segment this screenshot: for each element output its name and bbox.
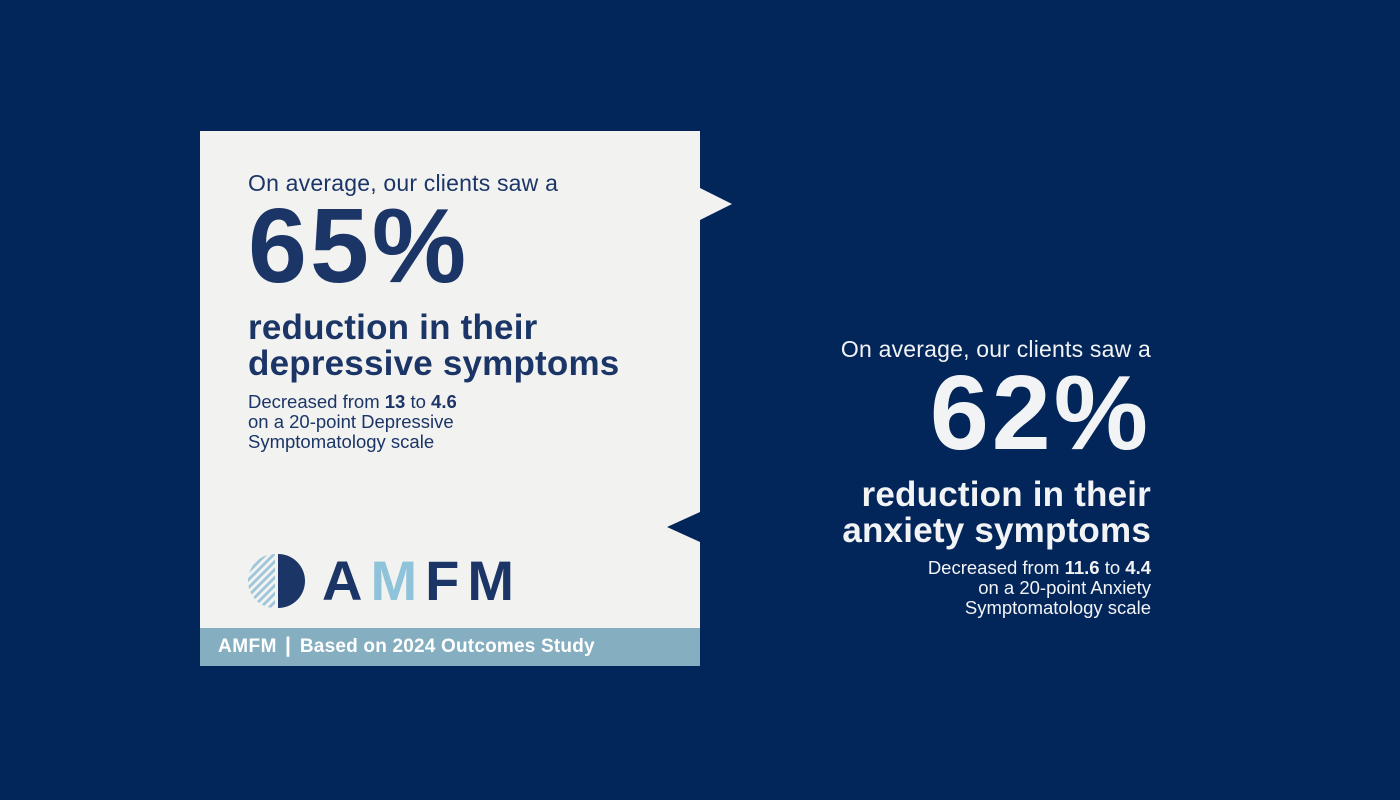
anxiety-detail: Decreased from 11.6 to 4.4 on a 20-point…	[928, 558, 1151, 618]
depression-headline-line2: depressive symptoms	[248, 344, 620, 383]
depression-detail-to-value: 4.6	[431, 391, 457, 412]
logo-letter-f: F	[425, 549, 468, 612]
depression-detail-line1: Decreased from 13 to 4.6	[248, 392, 457, 412]
logo-letter-m2: M	[467, 549, 522, 612]
depression-stat-card: On average, our clients saw a 65% reduct…	[200, 131, 700, 666]
depression-detail-connector: to	[405, 391, 432, 412]
anxiety-detail-to-value: 4.4	[1125, 557, 1151, 578]
depression-detail-line3: Symptomatology scale	[248, 431, 435, 452]
logo-letter-a: A	[322, 549, 371, 612]
amfm-logo-wordmark: AMFM	[322, 553, 522, 609]
footer-brand: AMFM	[218, 636, 277, 657]
logo-solid-half-circle-icon	[278, 554, 305, 608]
anxiety-headline-line2: anxiety symptoms	[842, 511, 1151, 550]
logo-hatched-half-circle-icon	[248, 554, 275, 608]
anxiety-detail-line1: Decreased from 11.6 to 4.4	[928, 558, 1151, 578]
anxiety-detail-from-value: 11.6	[1064, 557, 1100, 578]
depression-headline-line1: reduction in their	[248, 308, 538, 347]
anxiety-stat-value: 62%	[929, 354, 1151, 472]
footer-bar: AMFM | Based on 2024 Outcomes Study	[200, 628, 700, 666]
depression-headline: reduction in their depressive symptoms	[248, 310, 619, 382]
depression-detail-line2: on a 20-point Depressive	[248, 411, 454, 432]
anxiety-intro-text: On average, our clients saw a	[840, 336, 1151, 362]
anxiety-detail-line3: Symptomatology scale	[964, 597, 1151, 618]
depression-detail-prefix: Decreased from	[248, 391, 385, 412]
footer-separator: |	[284, 634, 291, 657]
anxiety-detail-line2: on a 20-point Anxiety	[978, 577, 1151, 598]
depression-intro-text: On average, our clients saw a	[248, 170, 559, 196]
amfm-logo: AMFM	[248, 553, 522, 609]
logo-letter-m1: M	[370, 549, 426, 612]
card-tail-pointer-right-icon	[700, 188, 732, 220]
anxiety-headline-line1: reduction in their	[861, 475, 1151, 514]
card-notch-pointer-left-icon	[667, 512, 700, 542]
depression-stat-value: 65%	[248, 187, 470, 305]
amfm-logo-icon	[248, 554, 305, 608]
anxiety-detail-connector: to	[1099, 557, 1126, 578]
anxiety-stat-block: On average, our clients saw a 62% reduct…	[718, 0, 1151, 800]
depression-detail: Decreased from 13 to 4.6 on a 20-point D…	[248, 392, 457, 452]
anxiety-headline: reduction in their anxiety symptoms	[842, 477, 1151, 549]
footer-caption: Based on 2024 Outcomes Study	[299, 636, 595, 657]
depression-detail-from-value: 13	[384, 391, 406, 412]
anxiety-detail-prefix: Decreased from	[927, 557, 1065, 578]
